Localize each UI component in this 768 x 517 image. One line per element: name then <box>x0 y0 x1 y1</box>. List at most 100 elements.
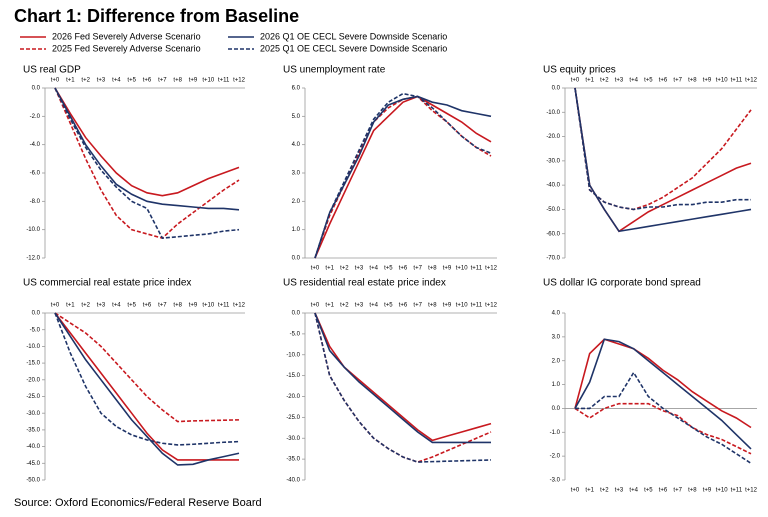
x-tick-label: t+5 <box>644 488 653 494</box>
y-tick-label: 0.0 <box>292 256 301 262</box>
x-tick-label: t+5 <box>384 303 393 309</box>
x-tick-label: t+4 <box>369 303 378 309</box>
x-tick-label: t+4 <box>369 266 378 272</box>
x-tick-label: t+0 <box>311 303 320 309</box>
x-tick-label: t+2 <box>340 266 349 272</box>
y-tick-label: -40.0 <box>546 183 560 189</box>
x-tick-label: t+6 <box>659 78 668 84</box>
x-tick-label: t+1 <box>325 303 334 309</box>
x-tick-label: t+10 <box>202 78 215 84</box>
y-tick-label: -35.0 <box>26 427 40 433</box>
y-tick-label: -2.0 <box>550 454 561 460</box>
x-tick-label: t+9 <box>189 78 198 84</box>
x-tick-label: t+6 <box>399 303 408 309</box>
y-tick-label: -40.0 <box>26 444 40 450</box>
y-tick-label: -3.0 <box>550 478 561 484</box>
series-line <box>54 312 240 423</box>
y-tick-label: -10.0 <box>26 344 40 350</box>
x-tick-label: t+11 <box>218 78 230 84</box>
x-tick-label: t+9 <box>443 303 452 309</box>
x-tick-label: t+3 <box>615 488 624 494</box>
x-tick-label: t+3 <box>615 78 624 84</box>
x-tick-label: t+4 <box>112 303 121 309</box>
x-tick-label: t+5 <box>644 78 653 84</box>
x-tick-label: t+4 <box>112 78 121 84</box>
series-line <box>54 87 240 240</box>
x-tick-label: t+2 <box>81 78 90 84</box>
x-tick-label: t+12 <box>485 303 498 309</box>
x-tick-label: t+5 <box>127 303 136 309</box>
x-tick-label: t+11 <box>731 488 743 494</box>
series-line <box>314 312 491 444</box>
y-tick-label: -4.0 <box>30 142 41 148</box>
series-line <box>314 312 492 463</box>
x-tick-label: t+7 <box>413 266 422 272</box>
y-tick-label: -50.0 <box>26 478 40 484</box>
series-line <box>574 87 752 211</box>
y-tick-label: -25.0 <box>286 415 300 421</box>
x-tick-label: t+2 <box>600 78 609 84</box>
x-tick-label: t+7 <box>413 303 422 309</box>
x-tick-label: t+11 <box>471 266 483 272</box>
y-tick-label: -25.0 <box>26 394 40 400</box>
source: Source: Oxford Economics/Federal Reserve… <box>14 497 262 509</box>
x-tick-label: t+10 <box>456 266 469 272</box>
y-tick-label: 3.0 <box>552 334 561 340</box>
x-tick-label: t+9 <box>703 78 712 84</box>
panel-title: US commercial real estate price index <box>23 278 191 289</box>
series-line <box>574 402 752 455</box>
panel-title: US unemployment rate <box>283 65 386 76</box>
x-tick-label: t+6 <box>659 488 668 494</box>
x-tick-label: t+8 <box>688 78 697 84</box>
y-tick-label: -45.0 <box>26 461 40 467</box>
x-tick-label: t+8 <box>428 266 437 272</box>
series-line <box>54 87 240 197</box>
x-tick-label: t+10 <box>716 488 729 494</box>
x-tick-label: t+0 <box>571 78 580 84</box>
y-tick-label: -15.0 <box>26 361 40 367</box>
legend-label: 2026 Fed Severely Adverse Scenario <box>52 31 201 41</box>
y-tick-label: -30.0 <box>546 158 560 164</box>
series-line <box>574 338 752 450</box>
y-tick-label: -1.0 <box>550 430 561 436</box>
x-tick-label: t+8 <box>173 303 182 309</box>
y-tick-label: -30.0 <box>286 436 300 442</box>
y-tick-label: 6.0 <box>292 86 301 92</box>
y-tick-label: -40.0 <box>286 478 300 484</box>
y-tick-label: 0.0 <box>32 311 41 317</box>
y-tick-label: -10.0 <box>546 110 560 116</box>
series-line <box>314 92 492 259</box>
x-tick-label: t+8 <box>173 78 182 84</box>
y-tick-label: -12.0 <box>26 256 40 262</box>
x-tick-label: t+7 <box>158 303 167 309</box>
x-tick-label: t+5 <box>384 266 393 272</box>
y-tick-label: -6.0 <box>30 171 41 177</box>
x-tick-label: t+10 <box>202 303 215 309</box>
y-tick-label: 0.0 <box>32 86 41 92</box>
panel-title: US residential real estate price index <box>283 278 446 289</box>
x-tick-label: t+12 <box>485 266 498 272</box>
y-tick-label: 0.0 <box>292 311 301 317</box>
y-tick-label: -70.0 <box>546 256 560 262</box>
y-tick-label: -60.0 <box>546 231 560 237</box>
legend-label: 2026 Q1 OE CECL Severe Downside Scenario <box>260 31 447 41</box>
x-tick-label: t+7 <box>158 78 167 84</box>
y-tick-label: 5.0 <box>292 114 301 120</box>
x-tick-label: t+0 <box>571 488 580 494</box>
y-tick-label: -35.0 <box>286 457 300 463</box>
x-tick-label: t+0 <box>51 78 60 84</box>
x-tick-label: t+12 <box>233 303 246 309</box>
x-tick-label: t+5 <box>127 78 136 84</box>
series-line <box>54 312 239 461</box>
series-line <box>314 95 492 259</box>
series-line <box>574 87 751 211</box>
series-line <box>54 87 240 211</box>
x-tick-label: t+11 <box>218 303 230 309</box>
x-tick-label: t+4 <box>629 488 638 494</box>
y-tick-label: -20.0 <box>26 377 40 383</box>
x-tick-label: t+0 <box>51 303 60 309</box>
x-tick-label: t+1 <box>585 488 594 494</box>
y-tick-label: 3.0 <box>292 171 301 177</box>
x-tick-label: t+3 <box>97 78 106 84</box>
